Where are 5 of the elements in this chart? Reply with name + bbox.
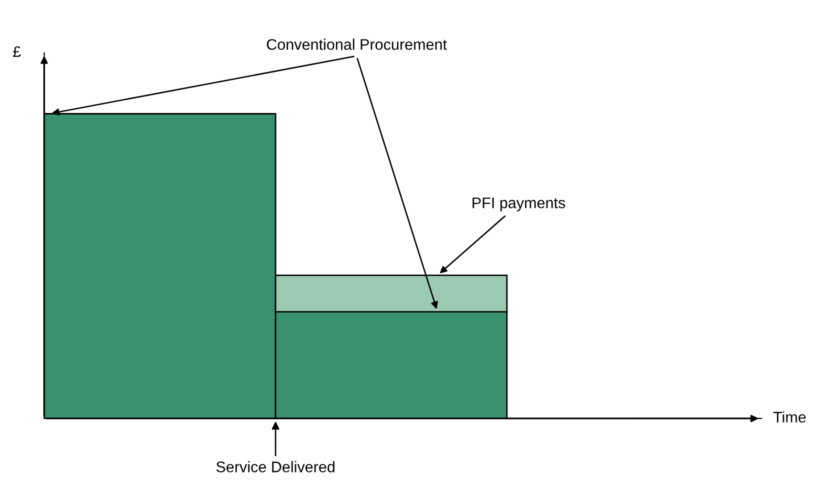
y-axis-title: £ xyxy=(13,46,21,57)
text: Time xyxy=(773,411,806,423)
text: PFI payments xyxy=(472,198,566,212)
text: Service Delivered xyxy=(216,461,334,472)
text: Conventional Procurement xyxy=(266,38,447,50)
